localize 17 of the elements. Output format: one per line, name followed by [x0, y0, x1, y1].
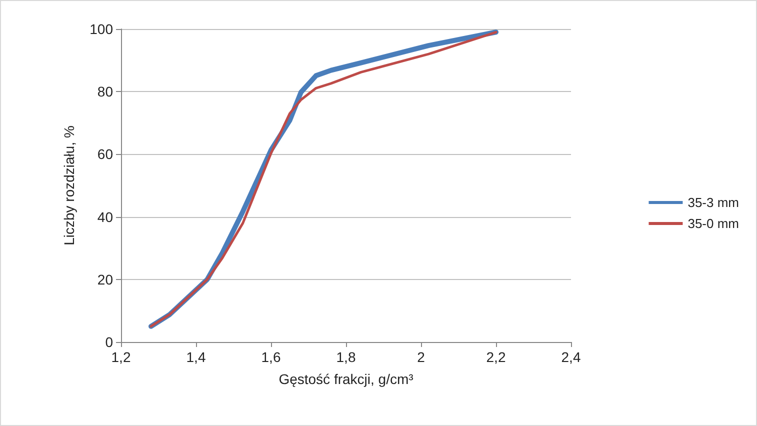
y-tick-label: 60: [97, 146, 114, 162]
x-tick-label: 1,2: [111, 349, 131, 365]
legend-label: 35-0 mm: [688, 216, 740, 231]
x-tick-label: 2,4: [561, 349, 581, 365]
x-tick-label: 1,6: [261, 349, 281, 365]
y-tick-label: 100: [90, 21, 114, 37]
x-tick-label: 2: [417, 349, 426, 365]
y-tick-label: 40: [97, 208, 114, 225]
x-tick-label: 1,8: [336, 349, 356, 365]
x-tick-label: 1,4: [186, 349, 206, 365]
x-axis-title: Gęstość frakcji, g/cm³: [278, 371, 414, 387]
y-axis-title: Liczby rozdziału, %: [61, 126, 77, 246]
x-tick-label: 2,2: [486, 349, 506, 365]
y-tick-label: 80: [97, 84, 114, 100]
y-tick-label: 0: [105, 334, 114, 350]
y-tick-label: 20: [97, 271, 114, 288]
legend-label: 35-3 mm: [688, 195, 740, 210]
